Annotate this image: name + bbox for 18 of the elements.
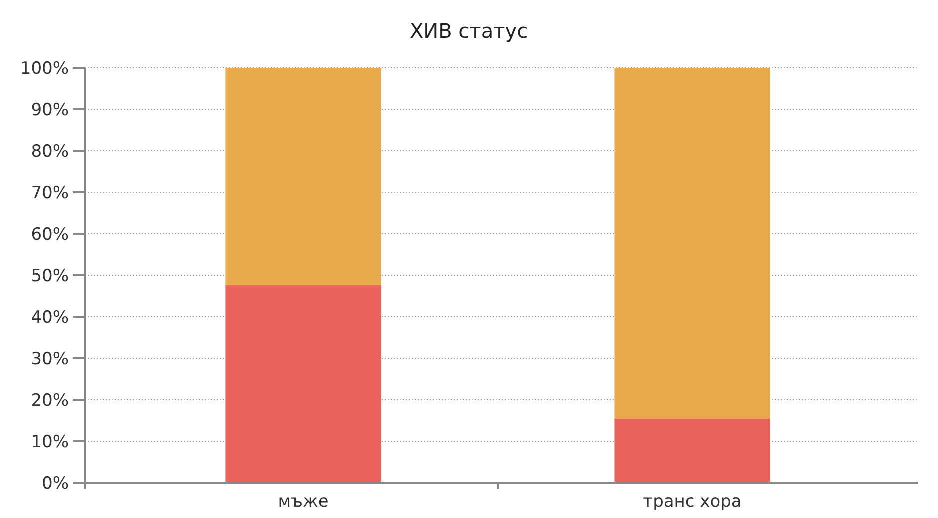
y-tick-label: 20% (31, 390, 69, 411)
y-tick-label: 100% (20, 58, 69, 79)
chart-title: ХИВ статус (410, 19, 528, 43)
bar (614, 418, 770, 483)
bar (226, 68, 382, 286)
bar (614, 68, 770, 419)
y-tick-label: 30% (31, 349, 69, 370)
x-tick-label: транс хора (643, 492, 742, 512)
y-tick-label: 80% (31, 142, 69, 162)
y-tick-label: 10% (31, 432, 69, 452)
y-tick-label: 70% (31, 183, 69, 204)
y-tick-label: 0% (42, 474, 69, 494)
y-tick-label: 90% (31, 100, 69, 120)
y-tick-label: 40% (31, 308, 69, 328)
bar (226, 285, 382, 483)
y-tick-label: 60% (31, 224, 69, 245)
x-tick-label: мъже (278, 492, 329, 512)
y-tick-label: 50% (31, 266, 69, 286)
